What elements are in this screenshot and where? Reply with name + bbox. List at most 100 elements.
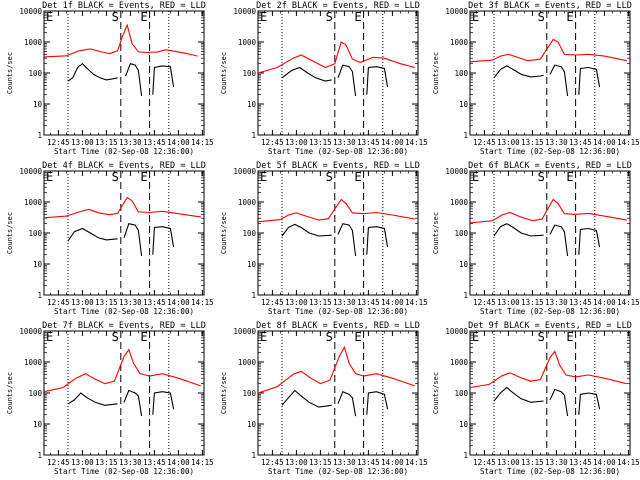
x-tick-label: 14:00 [593,298,616,307]
x-tick-label: 13:45 [569,298,592,307]
y-tick-label: 1 [463,291,468,300]
y-axis-label: Counts/sec [6,372,14,414]
marker-label: E [472,10,479,24]
y-axis-label: Counts/sec [432,372,440,414]
lld-series-line [257,345,415,394]
marker-label: E [566,330,573,344]
x-tick-label: 12:45 [47,298,70,307]
y-tick-label: 1000 [24,38,43,47]
marker-label: S [112,170,119,184]
x-tick-label: 13:30 [545,138,568,147]
x-tick-label: 14:00 [593,458,616,467]
x-tick-label: 13:15 [95,298,118,307]
events-series-line [125,63,143,97]
marker-label: E [46,330,53,344]
chart-panel-2: Det 2f BLACK = Events, RED = LLD 1 10 100 10… [220,1,428,156]
x-tick-label: 13:45 [569,138,592,147]
y-tick-label: 1 [37,291,42,300]
events-series-line [493,386,544,403]
y-axis-label: Counts/sec [220,212,228,254]
y-tick-label: 10000 [233,7,256,16]
y-tick-label: 10000 [233,167,256,176]
y-tick-label: 1000 [24,358,43,367]
chart-title: Det 5f BLACK = Events, RED = LLD [256,161,420,171]
x-tick-label: 14:15 [617,298,640,307]
chart-title: Det 7f BLACK = Events, RED = LLD [42,321,206,331]
x-tick-label: 13:45 [569,458,592,467]
marker-label: E [472,170,479,184]
events-series-line [337,223,357,257]
chart-panel-5: Det 5f BLACK = Events, RED = LLD 1 10 100 10… [220,161,428,316]
y-tick-label: 100 [242,389,256,398]
y-tick-label: 1000 [450,358,469,367]
y-tick-label: 10 [247,420,257,429]
x-tick-label: 13:45 [357,138,380,147]
x-tick-label: 14:15 [191,138,214,147]
x-tick-label: 13:45 [143,298,166,307]
events-series-line [366,66,389,95]
x-tick-label: 14:00 [381,138,404,147]
x-tick-label: 13:00 [285,298,308,307]
x-tick-label: 13:15 [309,138,332,147]
y-tick-label: 1000 [238,358,257,367]
x-tick-label: 13:30 [119,298,142,307]
chart-title: Det 8f BLACK = Events, RED = LLD [256,321,420,331]
chart-panel-7: Det 7f BLACK = Events, RED = LLD 1 10 100 10… [6,321,214,476]
x-tick-label: 14:15 [191,298,214,307]
marker-label: S [326,170,333,184]
y-tick-label: 10 [247,100,257,109]
x-axis-label: Start Time (02-Sep-08 12:36:00) [480,307,620,316]
y-tick-label: 10000 [233,327,256,336]
y-tick-label: 10 [459,420,469,429]
marker-label: E [566,10,573,24]
events-series-line [281,389,332,408]
y-tick-label: 1 [251,131,256,140]
marker-label: E [140,10,147,24]
x-tick-label: 13:30 [545,298,568,307]
x-tick-label: 12:45 [47,138,70,147]
marker-label: E [140,330,147,344]
events-series-line [281,223,332,237]
y-tick-label: 10000 [445,167,468,176]
x-axis-label: Start Time (02-Sep-08 12:36:00) [268,467,408,476]
marker-label: S [326,330,333,344]
x-tick-label: 12:45 [473,458,496,467]
lld-series-line [257,198,415,223]
x-tick-label: 13:15 [95,458,118,467]
x-tick-label: 14:00 [167,138,190,147]
lld-series-line [43,348,201,393]
x-tick-label: 13:30 [119,138,142,147]
x-tick-label: 13:15 [521,298,544,307]
marker-label: E [354,330,361,344]
chart-title: Det 6f BLACK = Events, RED = LLD [468,161,632,171]
events-series-line [578,66,601,95]
marker-label: S [326,10,333,24]
x-tick-label: 13:00 [285,458,308,467]
x-tick-label: 13:15 [309,458,332,467]
y-tick-label: 1 [37,451,42,460]
events-series-line [549,224,569,257]
y-axis-label: Counts/sec [432,212,440,254]
x-tick-label: 13:30 [333,298,356,307]
x-tick-label: 12:45 [261,138,284,147]
chart-panel-9: Det 9f BLACK = Events, RED = LLD 1 10 100 10… [432,321,640,476]
events-series-line [493,65,544,79]
x-axis-label: Start Time (02-Sep-08 12:36:00) [54,147,194,156]
events-series-line [152,391,175,415]
x-tick-label: 13:45 [357,298,380,307]
marker-label: E [472,330,479,344]
events-series-line [578,392,601,415]
x-tick-label: 14:15 [405,298,428,307]
y-tick-label: 1 [251,291,256,300]
y-tick-label: 100 [454,389,468,398]
x-axis-label: Start Time (02-Sep-08 12:36:00) [480,467,620,476]
x-tick-label: 13:30 [119,458,142,467]
events-series-line [67,227,118,242]
y-axis-label: Counts/sec [432,52,440,94]
x-tick-label: 14:00 [167,298,190,307]
events-series-line [123,223,143,257]
y-tick-label: 100 [454,229,468,238]
marker-label: E [46,170,53,184]
events-series-line [493,223,544,237]
